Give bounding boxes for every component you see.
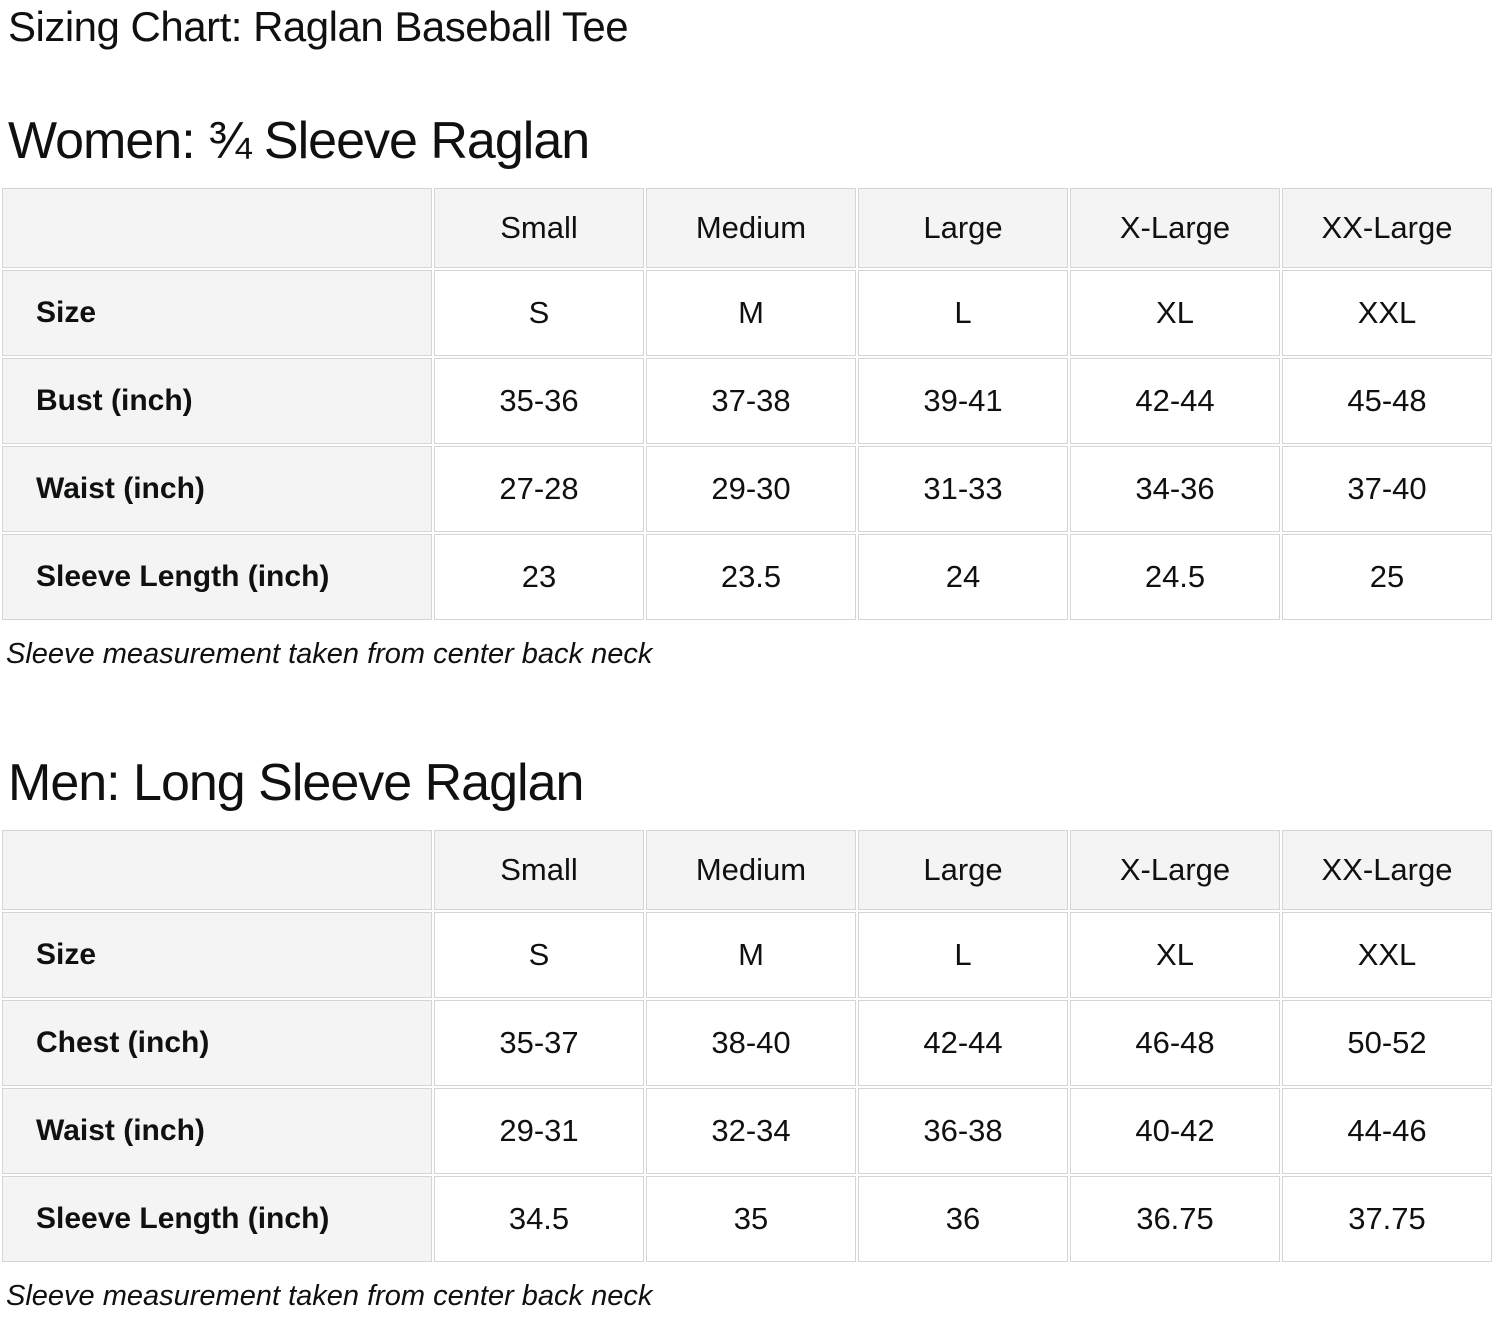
women-corner-cell <box>2 188 432 269</box>
women-waist-cell-xxlarge: 37-40 <box>1282 446 1492 533</box>
women-bust-cell-large: 39-41 <box>858 358 1068 445</box>
men-sleeve-cell-small: 34.5 <box>434 1176 644 1263</box>
women-sleeve-cell-medium: 23.5 <box>646 534 856 621</box>
women-size-cell-xlarge: XL <box>1070 270 1280 357</box>
men-size-row-label: Size <box>2 912 432 999</box>
men-sleeve-cell-xlarge: 36.75 <box>1070 1176 1280 1263</box>
women-bust-row: Bust (inch) 35-36 37-38 39-41 42-44 45-4… <box>2 358 1492 445</box>
women-size-cell-xxlarge: XXL <box>1282 270 1492 357</box>
men-sleeve-row-label: Sleeve Length (inch) <box>2 1176 432 1263</box>
women-column-header-xxlarge: XX-Large <box>1282 188 1492 269</box>
men-table-header-row: Small Medium Large X-Large XX-Large <box>2 830 1492 911</box>
men-sleeve-cell-medium: 35 <box>646 1176 856 1263</box>
women-size-row: Size S M L XL XXL <box>2 270 1492 357</box>
men-chest-cell-xxlarge: 50-52 <box>1282 1000 1492 1087</box>
men-size-row: Size S M L XL XXL <box>2 912 1492 999</box>
men-column-header-xlarge: X-Large <box>1070 830 1280 911</box>
page-title: Sizing Chart: Raglan Baseball Tee <box>8 3 629 50</box>
men-column-header-small: Small <box>434 830 644 911</box>
women-table-header-row: Small Medium Large X-Large XX-Large <box>2 188 1492 269</box>
men-chest-cell-xlarge: 46-48 <box>1070 1000 1280 1087</box>
women-section-heading: Women: ¾ Sleeve Raglan <box>8 112 590 171</box>
women-waist-cell-xlarge: 34-36 <box>1070 446 1280 533</box>
men-column-header-xxlarge: XX-Large <box>1282 830 1492 911</box>
women-sleeve-cell-xlarge: 24.5 <box>1070 534 1280 621</box>
men-waist-row: Waist (inch) 29-31 32-34 36-38 40-42 44-… <box>2 1088 1492 1175</box>
women-size-cell-medium: M <box>646 270 856 357</box>
men-size-cell-medium: M <box>646 912 856 999</box>
women-section: Women: ¾ Sleeve Raglan Small Medium Larg… <box>0 112 1500 672</box>
women-waist-cell-large: 31-33 <box>858 446 1068 533</box>
women-waist-cell-medium: 29-30 <box>646 446 856 533</box>
men-size-cell-xlarge: XL <box>1070 912 1280 999</box>
men-sleeve-note: Sleeve measurement taken from center bac… <box>6 1280 653 1313</box>
men-size-cell-large: L <box>858 912 1068 999</box>
men-sleeve-row: Sleeve Length (inch) 34.5 35 36 36.75 37… <box>2 1176 1492 1263</box>
women-sleeve-note: Sleeve measurement taken from center bac… <box>6 638 653 671</box>
men-waist-cell-small: 29-31 <box>434 1088 644 1175</box>
women-sleeve-row: Sleeve Length (inch) 23 23.5 24 24.5 25 <box>2 534 1492 621</box>
men-waist-cell-xxlarge: 44-46 <box>1282 1088 1492 1175</box>
men-chest-cell-large: 42-44 <box>858 1000 1068 1087</box>
women-waist-row-label: Waist (inch) <box>2 446 432 533</box>
men-waist-cell-medium: 32-34 <box>646 1088 856 1175</box>
women-bust-row-label: Bust (inch) <box>2 358 432 445</box>
men-corner-cell <box>2 830 432 911</box>
men-chest-row-label: Chest (inch) <box>2 1000 432 1087</box>
women-size-table: Small Medium Large X-Large XX-Large Size… <box>0 186 1494 622</box>
men-size-cell-xxlarge: XXL <box>1282 912 1492 999</box>
men-chest-cell-medium: 38-40 <box>646 1000 856 1087</box>
men-size-cell-small: S <box>434 912 644 999</box>
women-sleeve-row-label: Sleeve Length (inch) <box>2 534 432 621</box>
women-sleeve-cell-xxlarge: 25 <box>1282 534 1492 621</box>
men-size-table: Small Medium Large X-Large XX-Large Size… <box>0 828 1494 1264</box>
men-waist-cell-xlarge: 40-42 <box>1070 1088 1280 1175</box>
men-column-header-medium: Medium <box>646 830 856 911</box>
women-column-header-small: Small <box>434 188 644 269</box>
women-bust-cell-small: 35-36 <box>434 358 644 445</box>
men-chest-cell-small: 35-37 <box>434 1000 644 1087</box>
women-bust-cell-xxlarge: 45-48 <box>1282 358 1492 445</box>
men-waist-row-label: Waist (inch) <box>2 1088 432 1175</box>
women-column-header-xlarge: X-Large <box>1070 188 1280 269</box>
men-sleeve-cell-large: 36 <box>858 1176 1068 1263</box>
men-waist-cell-large: 36-38 <box>858 1088 1068 1175</box>
women-bust-cell-xlarge: 42-44 <box>1070 358 1280 445</box>
women-waist-row: Waist (inch) 27-28 29-30 31-33 34-36 37-… <box>2 446 1492 533</box>
men-sleeve-cell-xxlarge: 37.75 <box>1282 1176 1492 1263</box>
women-size-cell-small: S <box>434 270 644 357</box>
women-bust-cell-medium: 37-38 <box>646 358 856 445</box>
women-column-header-large: Large <box>858 188 1068 269</box>
women-waist-cell-small: 27-28 <box>434 446 644 533</box>
women-sleeve-cell-small: 23 <box>434 534 644 621</box>
women-size-row-label: Size <box>2 270 432 357</box>
women-size-cell-large: L <box>858 270 1068 357</box>
men-chest-row: Chest (inch) 35-37 38-40 42-44 46-48 50-… <box>2 1000 1492 1087</box>
women-column-header-medium: Medium <box>646 188 856 269</box>
men-column-header-large: Large <box>858 830 1068 911</box>
women-sleeve-cell-large: 24 <box>858 534 1068 621</box>
men-section-heading: Men: Long Sleeve Raglan <box>8 754 584 813</box>
men-section: Men: Long Sleeve Raglan Small Medium Lar… <box>0 754 1500 1314</box>
